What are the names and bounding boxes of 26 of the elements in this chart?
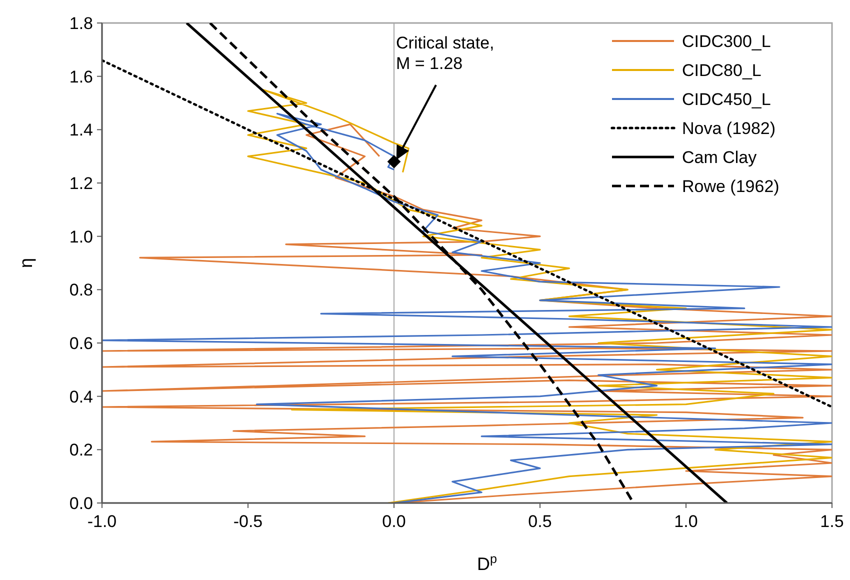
legend-label: CIDC300_L	[682, 32, 771, 51]
line-series	[247, 88, 832, 503]
legend-label: CIDC80_L	[682, 60, 762, 80]
y-tick-label: 1.6	[69, 67, 93, 86]
y-tick-label: 0.0	[69, 494, 93, 513]
x-tick-label: -0.5	[233, 512, 263, 531]
y-tick-label: 0.6	[69, 334, 93, 353]
y-tick-label: 0.8	[69, 280, 93, 300]
y-tick-label: 0.4	[69, 387, 93, 406]
y-tick-label: 0.2	[69, 440, 93, 460]
legend-label: Nova (1982)	[682, 118, 776, 138]
y-tick-label: 1.8	[69, 14, 93, 33]
x-tick-label: 0.0	[382, 512, 406, 531]
y-tick-label: 1.0	[69, 227, 93, 246]
y-tick-label: 1.4	[69, 120, 93, 140]
y-tick-label: 1.2	[69, 174, 93, 193]
x-tick-label: 1.5	[820, 512, 844, 531]
legend-label: CIDC450_L	[682, 90, 771, 109]
x-axis-title: D$^{p}$	[476, 552, 498, 574]
x-tick-label: 1.0	[674, 512, 698, 531]
legend-label: Rowe (1962)	[682, 176, 780, 196]
legend-label: Cam Clay	[682, 148, 758, 167]
y-axis-title: η	[16, 258, 36, 268]
x-tick-label: 0.5	[528, 512, 552, 531]
x-tick-label: -1.0	[87, 512, 117, 531]
annotation: Critical state, M = 1.28	[396, 34, 494, 73]
